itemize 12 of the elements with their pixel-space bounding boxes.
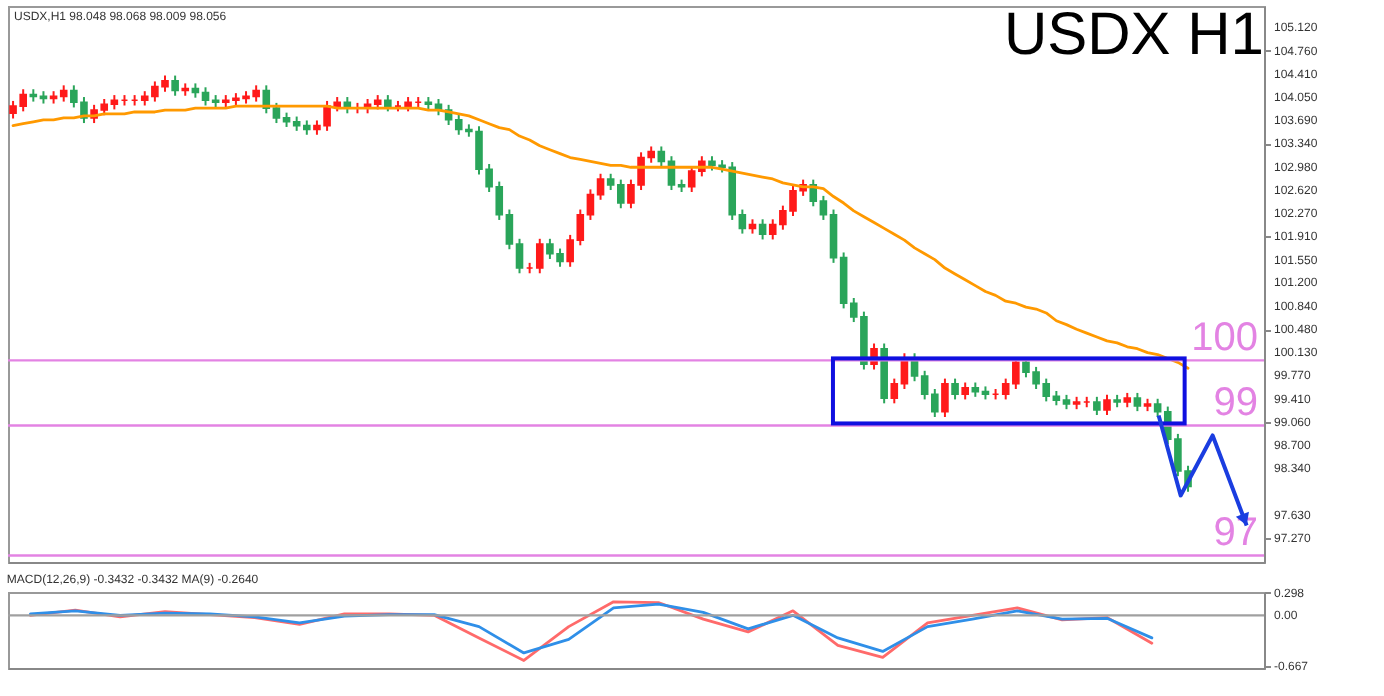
candlestick (1103, 393, 1111, 417)
candlestick (1093, 395, 1101, 417)
candlestick (758, 218, 767, 241)
candlestick (171, 74, 179, 97)
ref-line-label: 97 (1213, 511, 1258, 556)
candlestick (1133, 391, 1142, 413)
candlestick (951, 377, 959, 401)
ref-line-label: 99 (1213, 381, 1258, 426)
candlestick (941, 377, 949, 418)
ref-line-label: 100 (1191, 316, 1258, 361)
candlestick (535, 237, 544, 275)
chart-title: USDX H1 (1003, 2, 1264, 68)
